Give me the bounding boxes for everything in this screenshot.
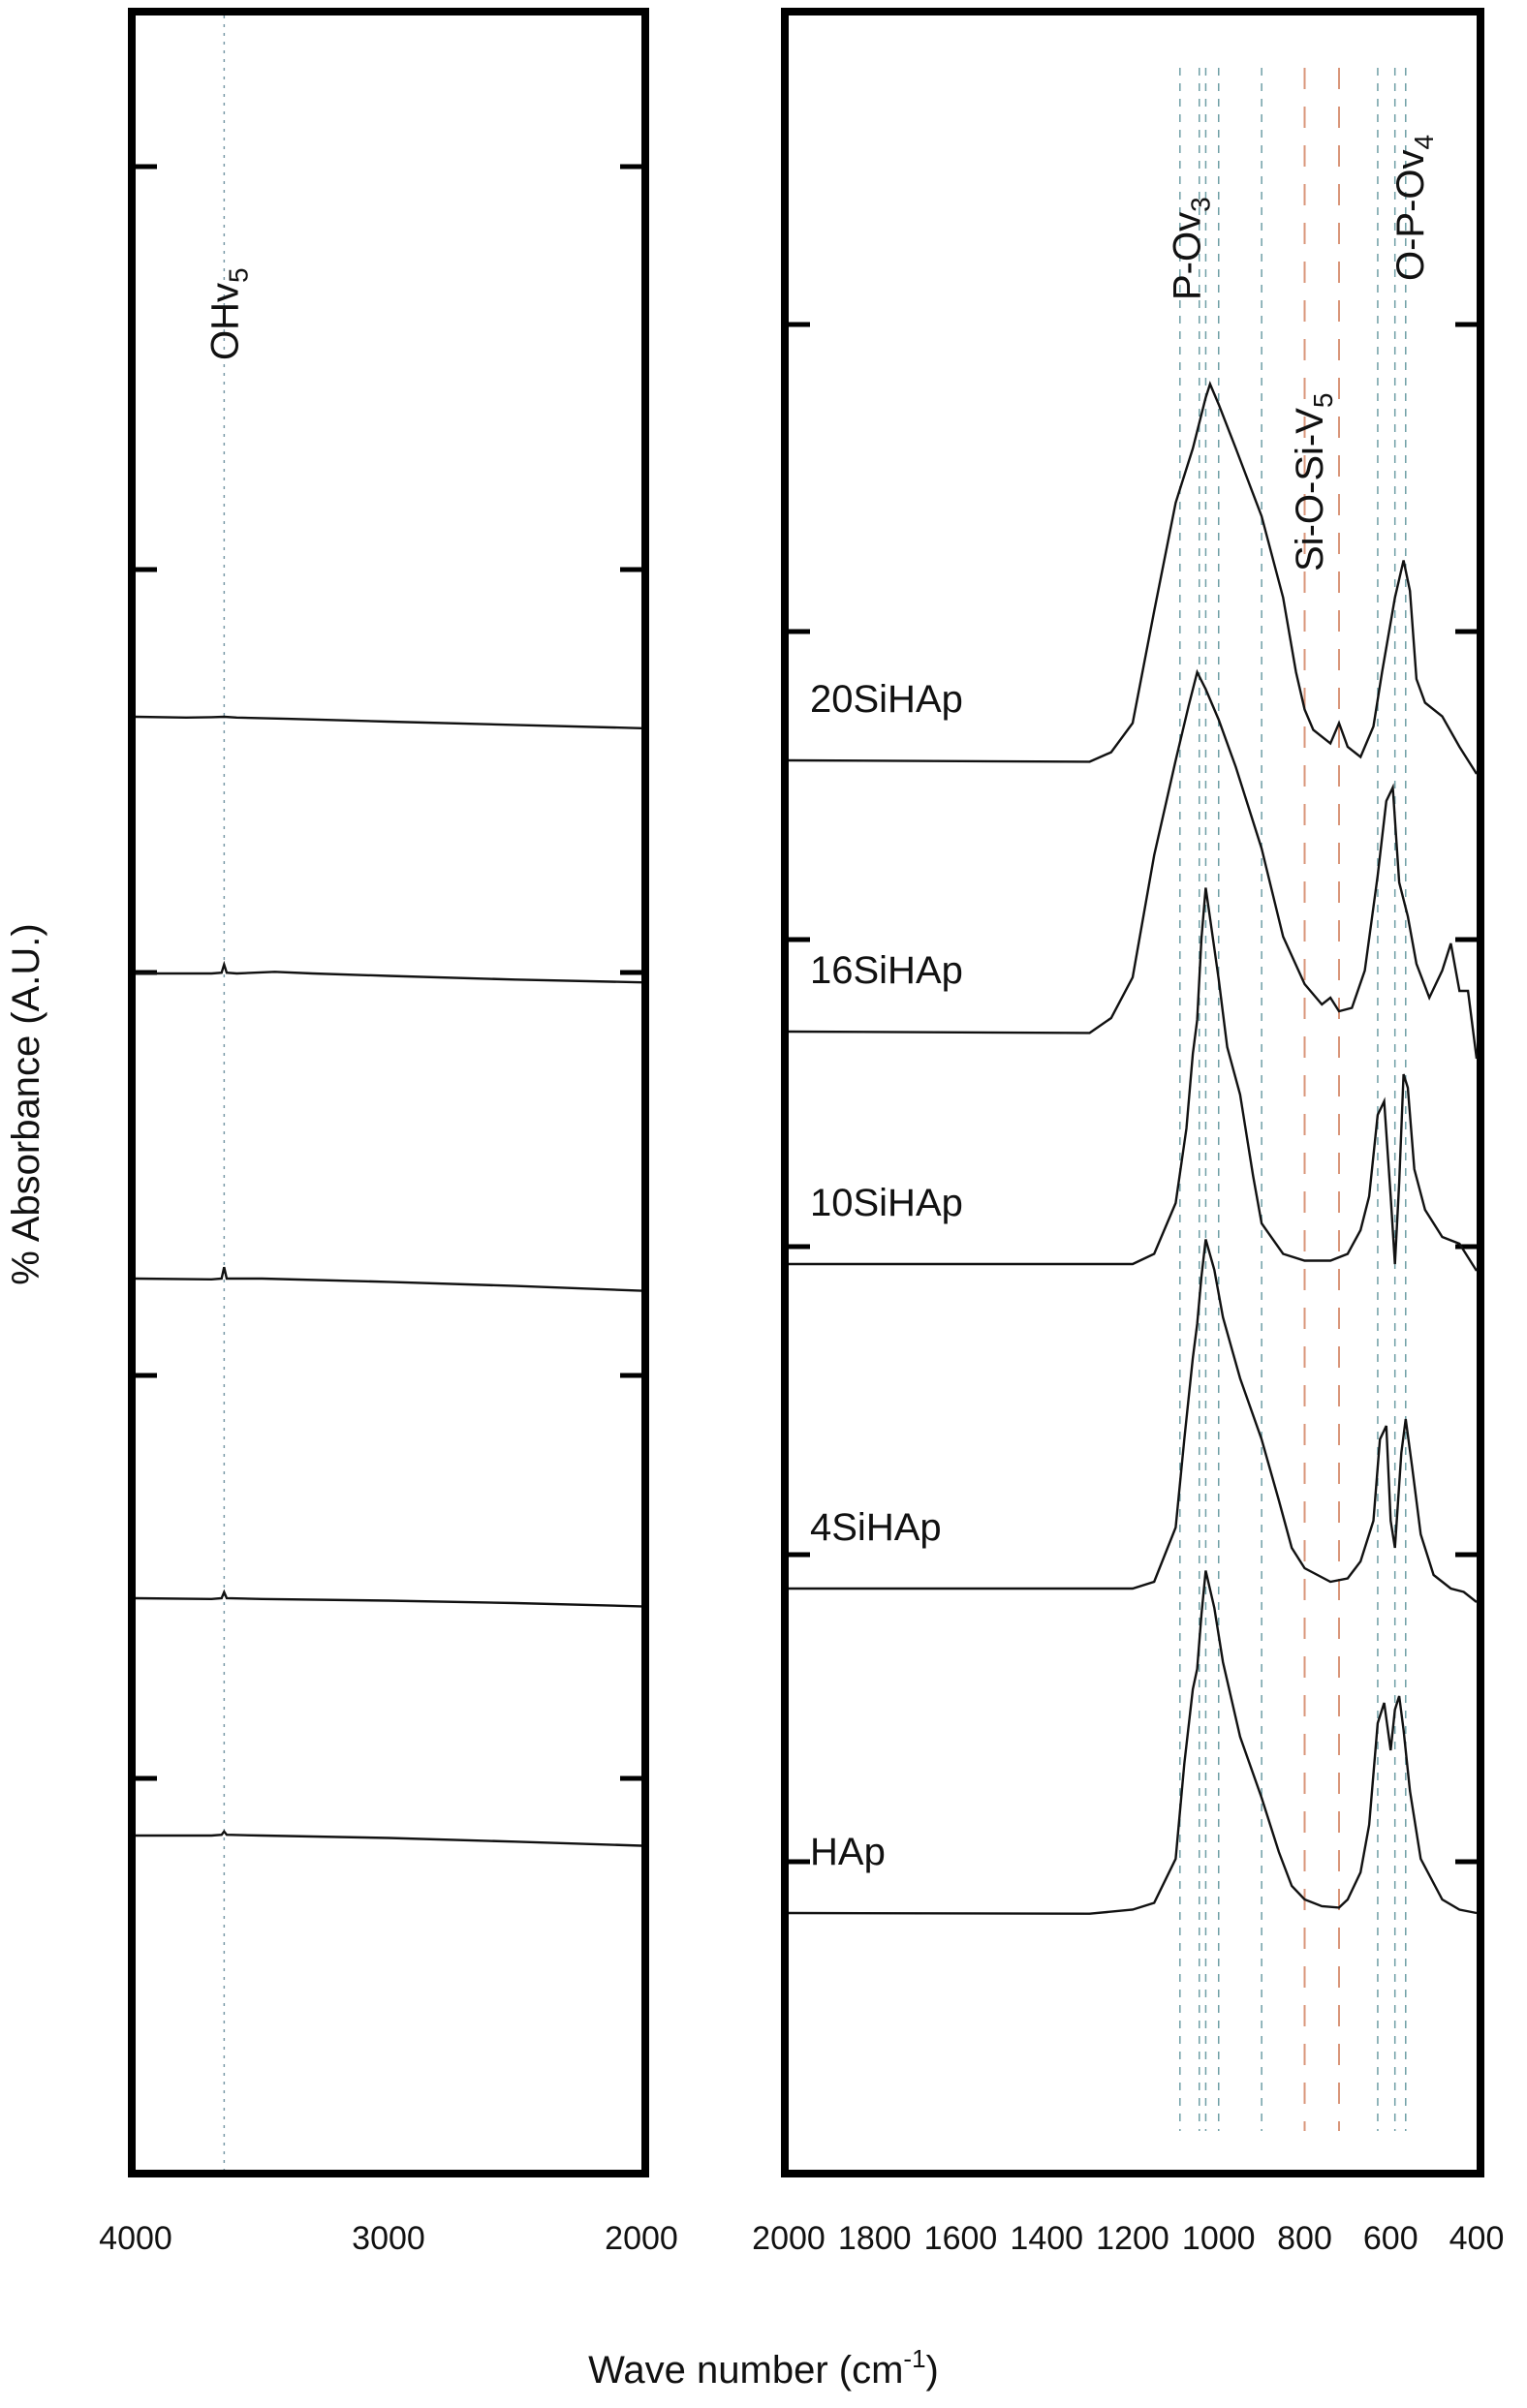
series-label-20sihap: 20SiHAp (810, 678, 963, 721)
right-x-tick-labels: 2000 1800 1600 1400 1200 1000 800 600 400 (752, 2220, 1504, 2257)
annotation-o-p-ov-text: O-P-Ov (1389, 149, 1432, 281)
spectrum-line-4sihap (789, 1239, 1478, 1603)
annotation-oh-text: OHv (203, 283, 246, 360)
annotation-si-o-si-v: Si-O-Si-V5 (1289, 393, 1338, 571)
series-label-4sihap: 4SiHAp (810, 1506, 942, 1549)
right-x-tick-label: 1800 (838, 2220, 912, 2257)
right-panel-series (788, 381, 1479, 1915)
left-panel: 4000 3000 2000 OHv5 (99, 8, 678, 2257)
left-annotations: OHv5 (203, 267, 253, 360)
series-label-16sihap: 16SiHAp (810, 949, 963, 992)
left-spectrum-line (135, 715, 642, 729)
spectrum-line-10sihap (789, 887, 1479, 1272)
left-spectrum-line (136, 1829, 642, 1847)
annotation-p-ov: P-Ov3 (1166, 197, 1215, 300)
left-x-tick-label: 2000 (605, 2220, 678, 2257)
x-axis-label-main: Wave number (cm (588, 2349, 903, 2392)
right-panel-frame (781, 8, 1484, 2177)
left-panel-frame (128, 8, 649, 2177)
annotation-oh: OHv5 (203, 267, 253, 360)
right-annotations: P-Ov3 Si-O-Si-V5 O-P-Ov4 (1166, 135, 1439, 571)
right-x-tick-label: 800 (1277, 2220, 1332, 2257)
right-panel: 20SiHAp 16SiHAp 10SiHAp 4SiHAp HAp 2000 1800 1… (752, 8, 1504, 2257)
left-x-tick-label: 3000 (352, 2220, 425, 2257)
left-spectrum-line (136, 960, 642, 984)
x-axis-label: Wave number (cm-1) (588, 2344, 939, 2392)
y-axis-label: % Absorbance (A.U.) (5, 923, 47, 1285)
annotation-p-ov-subscript: 3 (1185, 197, 1215, 212)
right-x-tick-label: 1400 (1010, 2220, 1083, 2257)
x-axis-label-superscript: -1 (903, 2344, 925, 2373)
annotation-p-ov-text: P-Ov (1166, 212, 1208, 300)
right-panel-ticks (789, 322, 1477, 1865)
series-label-hap: HAp (810, 1831, 886, 1873)
annotation-si-o-si-v-subscript: 5 (1308, 393, 1338, 409)
spectrum-line-20sihap (788, 381, 1479, 775)
annotation-oh-subscript: 5 (223, 267, 253, 283)
left-spectrum-line (135, 1266, 642, 1292)
left-x-tick-labels: 4000 3000 2000 (99, 2220, 678, 2257)
series-label-10sihap: 10SiHAp (810, 1182, 963, 1224)
right-reference-lines (1179, 68, 1407, 2131)
annotation-o-p-ov: O-P-Ov4 (1389, 135, 1439, 281)
annotation-si-o-si-v-text: Si-O-Si-V (1289, 408, 1331, 571)
annotation-o-p-ov-subscript: 4 (1409, 135, 1439, 150)
x-axis-label-close: ) (926, 2349, 939, 2392)
right-x-tick-label: 1200 (1096, 2220, 1169, 2257)
right-series-labels: 20SiHAp 16SiHAp 10SiHAp 4SiHAp HAp (810, 678, 963, 1873)
spectrum-line-16sihap (788, 668, 1479, 1060)
right-x-tick-label: 2000 (752, 2220, 826, 2257)
right-x-tick-label: 1600 (924, 2220, 998, 2257)
spectrum-line-hap (788, 1570, 1478, 1915)
right-x-tick-label: 1000 (1182, 2220, 1256, 2257)
right-x-tick-label: 400 (1449, 2220, 1505, 2257)
left-x-tick-label: 4000 (99, 2220, 172, 2257)
left-panel-series (135, 715, 642, 1847)
left-spectrum-line (135, 1589, 642, 1608)
right-x-tick-label: 600 (1363, 2220, 1418, 2257)
